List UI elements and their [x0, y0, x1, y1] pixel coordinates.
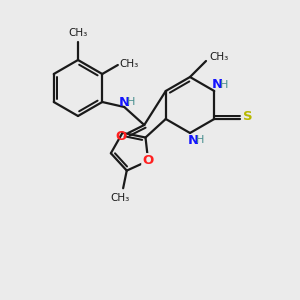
- Text: N: N: [212, 79, 223, 92]
- Text: H: H: [196, 135, 204, 145]
- Text: S: S: [243, 110, 253, 124]
- Text: CH₃: CH₃: [120, 59, 139, 69]
- Text: CH₃: CH₃: [110, 193, 130, 203]
- Text: CH₃: CH₃: [209, 52, 228, 62]
- Text: CH₃: CH₃: [68, 28, 88, 38]
- Text: H: H: [220, 80, 228, 90]
- Text: O: O: [142, 154, 154, 167]
- Text: N: N: [119, 95, 130, 109]
- Text: N: N: [188, 134, 199, 146]
- Text: O: O: [116, 130, 127, 142]
- Text: H: H: [127, 97, 135, 107]
